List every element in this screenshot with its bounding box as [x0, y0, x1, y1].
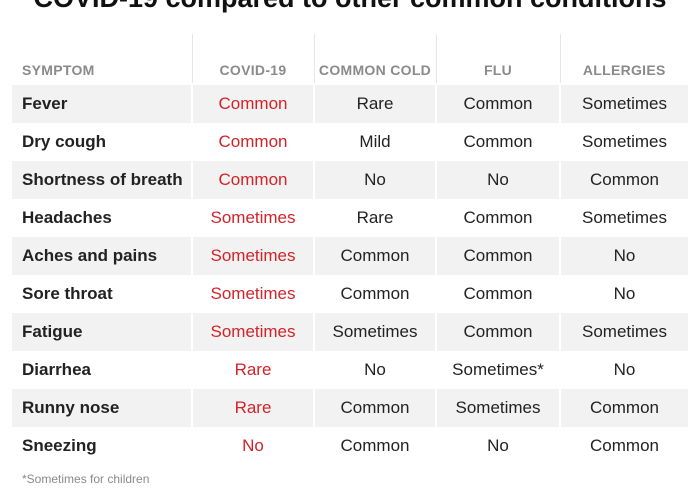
cold-cell: Mild	[313, 123, 436, 161]
allergies-cell: Sometimes	[559, 123, 688, 161]
cold-cell: Common	[313, 275, 436, 313]
chart-title: COVID-19 compared to other common condit…	[0, 0, 700, 14]
covid-cell: Sometimes	[191, 275, 314, 313]
comparison-table: SYMPTOM COVID-19 COMMON COLD FLU ALLERGI…	[12, 34, 688, 465]
symptom-cell: Sore throat	[12, 275, 192, 313]
table-row: Shortness of breath Common No No Common	[12, 161, 688, 199]
cold-cell: Rare	[313, 84, 436, 123]
flu-cell: No	[435, 427, 560, 465]
table-row: Diarrhea Rare No Sometimes* No	[12, 351, 688, 389]
table-row: Aches and pains Sometimes Common Common …	[12, 237, 688, 275]
flu-cell: Common	[435, 313, 560, 351]
table-row: Fever Common Rare Common Sometimes	[12, 84, 688, 123]
flu-cell: Sometimes*	[435, 351, 560, 389]
allergies-cell: Common	[559, 161, 688, 199]
table-row: Runny nose Rare Common Sometimes Common	[12, 389, 688, 427]
flu-cell: Common	[435, 199, 560, 237]
table-row: Headaches Sometimes Rare Common Sometime…	[12, 199, 688, 237]
cold-cell: Common	[313, 237, 436, 275]
allergies-cell: Sometimes	[559, 313, 688, 351]
covid-cell: Rare	[191, 351, 314, 389]
covid-cell: Sometimes	[191, 313, 314, 351]
covid-cell: Sometimes	[191, 199, 314, 237]
flu-cell: Common	[435, 275, 560, 313]
covid-cell: Common	[191, 84, 314, 123]
symptom-cell: Fatigue	[12, 313, 192, 351]
cold-cell: No	[313, 161, 436, 199]
symptom-cell: Aches and pains	[12, 237, 192, 275]
table-body: Fever Common Rare Common Sometimes Dry c…	[12, 84, 688, 465]
symptom-cell: Dry cough	[12, 123, 192, 161]
table-row: Sore throat Sometimes Common Common No	[12, 275, 688, 313]
table-row: Dry cough Common Mild Common Sometimes	[12, 123, 688, 161]
allergies-cell: No	[559, 351, 688, 389]
column-header-common-cold: COMMON COLD	[313, 34, 436, 85]
column-header-covid: COVID-19	[191, 34, 314, 85]
symptom-cell: Sneezing	[12, 427, 192, 465]
covid-cell: Rare	[191, 389, 314, 427]
allergies-cell: No	[559, 275, 688, 313]
flu-cell: Common	[435, 84, 560, 123]
symptom-cell: Diarrhea	[12, 351, 192, 389]
covid-cell: No	[191, 427, 314, 465]
cold-cell: No	[313, 351, 436, 389]
symptom-cell: Headaches	[12, 199, 192, 237]
flu-cell: Common	[435, 123, 560, 161]
allergies-cell: Common	[559, 389, 688, 427]
allergies-cell: No	[559, 237, 688, 275]
allergies-cell: Sometimes	[559, 84, 688, 123]
cold-cell: Common	[313, 389, 436, 427]
cold-cell: Rare	[313, 199, 436, 237]
symptom-cell: Shortness of breath	[12, 161, 192, 199]
flu-cell: No	[435, 161, 560, 199]
column-header-flu: FLU	[435, 34, 560, 85]
flu-cell: Sometimes	[435, 389, 560, 427]
covid-cell: Common	[191, 161, 314, 199]
flu-cell: Common	[435, 237, 560, 275]
footnote: *Sometimes for children	[22, 472, 150, 486]
table-row: Fatigue Sometimes Sometimes Common Somet…	[12, 313, 688, 351]
covid-cell: Sometimes	[191, 237, 314, 275]
cold-cell: Sometimes	[313, 313, 436, 351]
symptom-cell: Runny nose	[12, 389, 192, 427]
header-row: SYMPTOM COVID-19 COMMON COLD FLU ALLERGI…	[12, 34, 688, 85]
column-header-symptom: SYMPTOM	[12, 34, 192, 85]
allergies-cell: Common	[559, 427, 688, 465]
table-row: Sneezing No Common No Common	[12, 427, 688, 465]
allergies-cell: Sometimes	[559, 199, 688, 237]
cold-cell: Common	[313, 427, 436, 465]
covid-cell: Common	[191, 123, 314, 161]
column-header-allergies: ALLERGIES	[559, 34, 688, 85]
symptom-cell: Fever	[12, 84, 192, 123]
